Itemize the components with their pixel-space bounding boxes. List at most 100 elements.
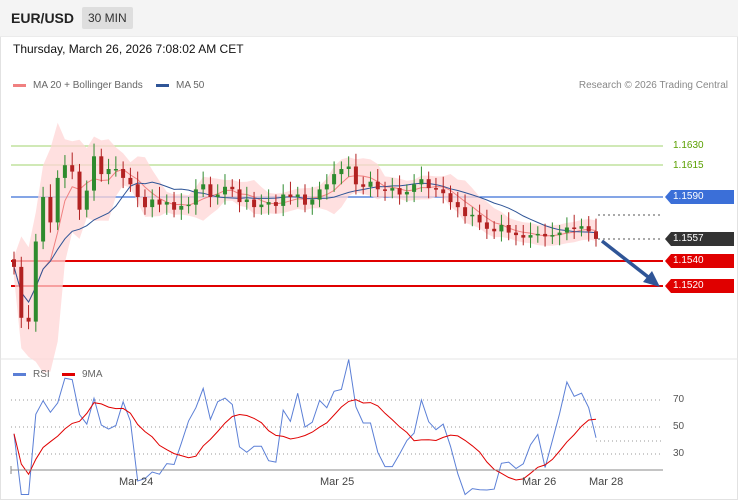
- candle-body: [499, 225, 504, 232]
- candle-body: [179, 205, 184, 210]
- candle-body: [470, 214, 475, 217]
- candle-body: [252, 199, 257, 208]
- candle-body: [19, 266, 24, 318]
- candle-body: [535, 233, 540, 236]
- candle-body: [288, 194, 293, 197]
- rsi-swatch: [13, 373, 26, 376]
- candle-body: [346, 166, 351, 169]
- candle-body: [528, 235, 533, 238]
- candle-body: [572, 227, 577, 229]
- rsi-legend: RSI: [13, 369, 50, 380]
- candle-body: [441, 189, 446, 194]
- candle-body: [492, 228, 497, 232]
- pivot-price-tag: 1.1590: [665, 190, 734, 204]
- candle-body: [434, 188, 438, 190]
- candle-body: [332, 174, 337, 185]
- candle-body: [448, 193, 453, 203]
- ma20-swatch: [13, 84, 26, 87]
- ma50-label: MA 50: [176, 80, 205, 91]
- candle-body: [375, 181, 380, 190]
- forecast-arrow-head: [643, 271, 660, 287]
- candle-body: [150, 199, 155, 208]
- candle-body: [477, 214, 482, 223]
- candle-body: [135, 184, 140, 197]
- candle-body: [92, 156, 96, 191]
- candle-body: [404, 191, 409, 195]
- x-label-mar24: Mar 24: [119, 476, 154, 488]
- candle-body: [310, 199, 315, 205]
- candle-body: [121, 169, 126, 178]
- rsi-tick-50: 50: [673, 421, 685, 432]
- rsi-ma-line: [13, 399, 597, 481]
- rsi-tick-30: 30: [673, 448, 685, 459]
- x-label-mar25: Mar 25: [320, 476, 355, 488]
- candle-body: [594, 231, 598, 239]
- rsi-ma-swatch: [62, 373, 75, 376]
- rsi-lines: [13, 359, 597, 496]
- candle-body: [455, 202, 460, 208]
- bollinger-band-area: [14, 122, 596, 373]
- bollinger-band: [14, 122, 596, 373]
- candle-body: [41, 197, 46, 242]
- candle-body: [62, 165, 67, 178]
- candle-body: [106, 169, 111, 175]
- candle-body: [353, 166, 358, 185]
- ma50-swatch: [156, 84, 169, 87]
- legend-ma20: MA 20 + Bollinger Bands: [13, 80, 143, 91]
- candle-body: [172, 202, 177, 210]
- rsi-ma-legend-label: 9MA: [82, 369, 103, 380]
- candles: [12, 143, 598, 332]
- candle-body: [237, 189, 242, 203]
- candle-body: [303, 194, 307, 205]
- header-bar: EUR/USD 30 MIN: [0, 0, 738, 37]
- support-tag-s1: 1.1540: [665, 254, 734, 268]
- candle-body: [506, 225, 511, 233]
- candle-body: [208, 184, 213, 197]
- candle-body: [361, 184, 366, 187]
- candle-body: [426, 179, 431, 189]
- candle-body: [317, 189, 322, 200]
- candle-body: [259, 204, 264, 208]
- level-label-r1: 1.1615: [673, 160, 704, 171]
- research-credit: Research © 2026 Trading Central: [578, 80, 728, 91]
- candle-body: [223, 186, 227, 195]
- candle-body: [164, 202, 169, 205]
- candle-body: [324, 184, 329, 190]
- candle-body: [273, 202, 278, 206]
- candle-body: [157, 199, 162, 205]
- candle-body: [128, 177, 133, 185]
- last-price-tag: 1.1557: [665, 232, 734, 246]
- forecast-arrow-shaft: [600, 239, 654, 282]
- candle-body: [514, 232, 518, 236]
- candle-body: [339, 169, 344, 175]
- symbol-label: EUR/USD: [11, 10, 75, 26]
- rsi-tick-70: 70: [673, 394, 685, 405]
- candle-body: [564, 227, 569, 233]
- candle-body: [390, 188, 395, 191]
- candle-body: [113, 169, 118, 171]
- candle-body: [397, 188, 402, 195]
- candle-body: [543, 233, 548, 237]
- candle-body: [70, 165, 75, 172]
- candle-body: [586, 226, 591, 232]
- candle-body: [579, 226, 584, 229]
- candle-body: [521, 235, 526, 238]
- candle-body: [295, 194, 300, 197]
- candle-body: [215, 194, 220, 197]
- rsi-legend-label: RSI: [33, 369, 50, 380]
- candle-body: [550, 235, 555, 237]
- level-label-r2: 1.1630: [673, 140, 704, 151]
- candle-body: [281, 194, 286, 206]
- candle-body: [201, 184, 206, 190]
- candle-body: [412, 184, 417, 192]
- candle-body: [484, 222, 489, 229]
- datetime-label: Thursday, March 26, 2026 7:08:02 AM CET: [13, 42, 244, 56]
- x-label-mar28: Mar 28: [589, 476, 624, 488]
- candle-body: [84, 190, 89, 210]
- candle-body: [383, 189, 387, 191]
- candle-body: [266, 202, 271, 205]
- candle-body: [55, 177, 60, 223]
- candle-body: [193, 189, 198, 205]
- timeframe-button[interactable]: 30 MIN: [82, 7, 133, 29]
